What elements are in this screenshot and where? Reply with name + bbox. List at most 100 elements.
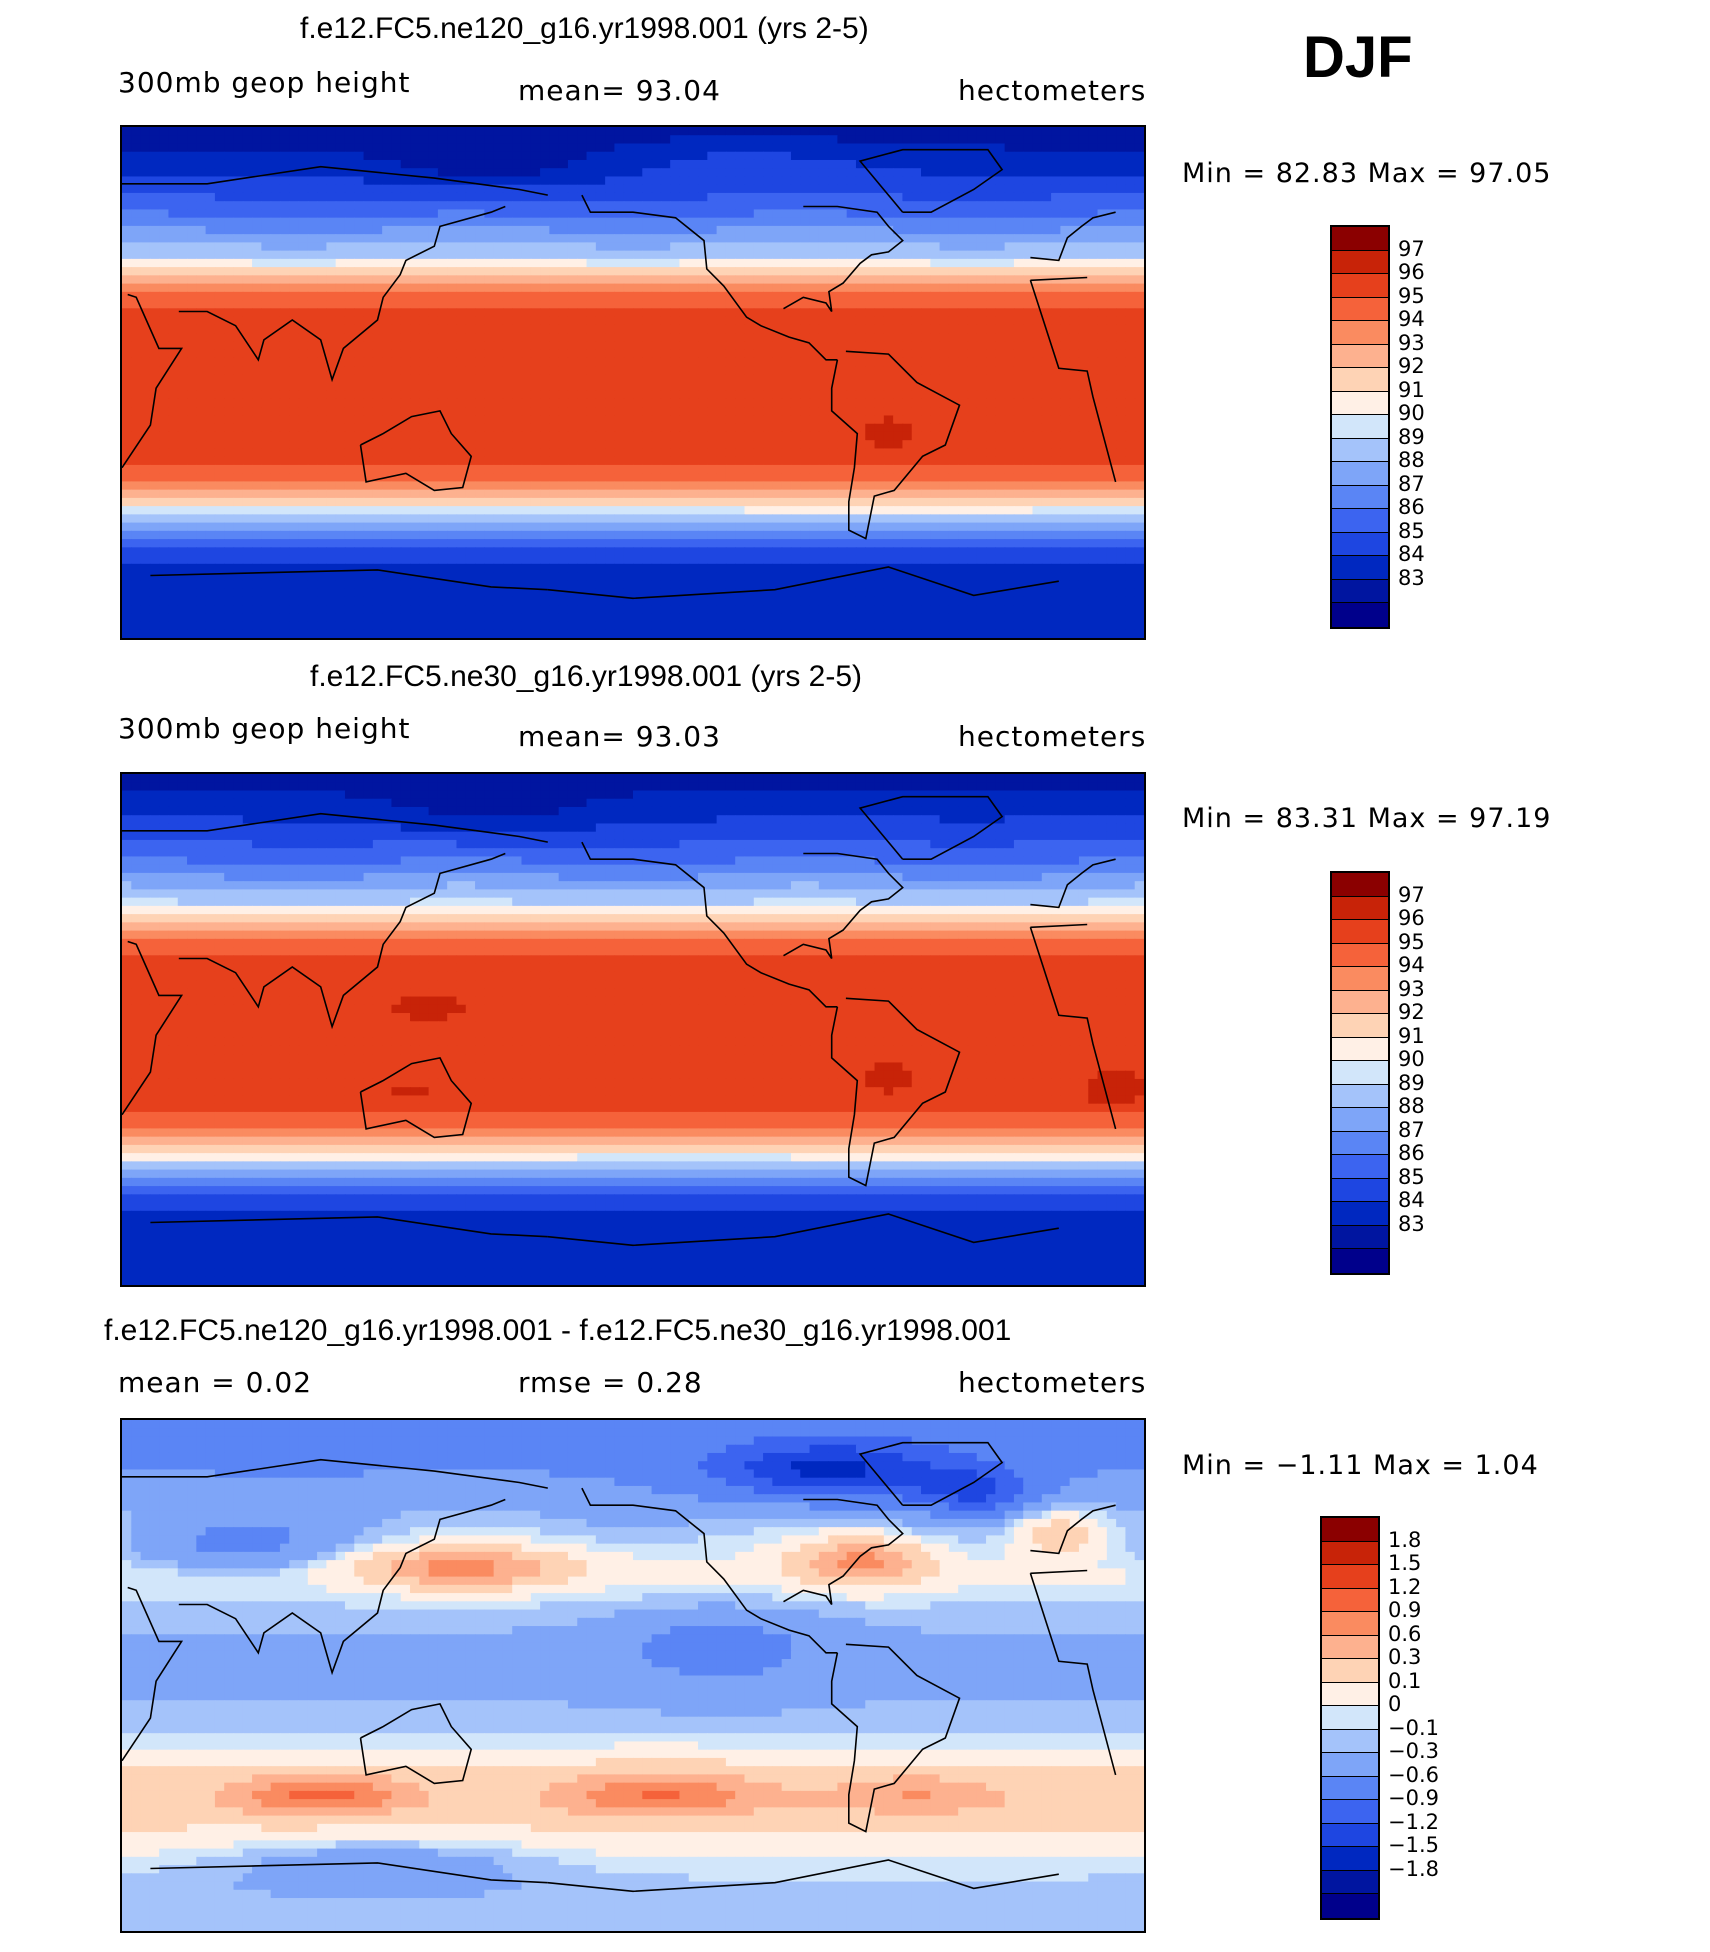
field-cell — [326, 497, 337, 507]
field-cell — [326, 242, 337, 252]
field-cell — [363, 192, 374, 202]
field-cell — [967, 431, 978, 441]
field-cell — [521, 366, 532, 375]
field-cell — [707, 283, 718, 293]
field-cell — [995, 374, 1006, 384]
field-cell — [558, 217, 569, 227]
field-cell — [1041, 201, 1052, 211]
field-cell — [809, 349, 820, 359]
field-cell — [224, 407, 235, 417]
field-cell — [614, 176, 625, 186]
field-cell — [168, 283, 179, 293]
field-cell — [391, 374, 402, 384]
field-cell — [419, 250, 430, 260]
field-cell — [1116, 341, 1127, 351]
field-cell — [400, 316, 411, 326]
field-cell — [902, 127, 913, 136]
field-cell — [744, 366, 755, 375]
field-cell — [1041, 473, 1052, 482]
field-cell — [372, 316, 383, 326]
field-cell — [605, 423, 616, 433]
field-cell — [660, 440, 671, 450]
field-cell — [1125, 275, 1136, 285]
field-cell — [512, 341, 523, 351]
field-cell — [512, 283, 523, 293]
field-cell — [437, 374, 448, 384]
field-cell — [967, 209, 978, 219]
field-cell — [205, 415, 216, 425]
field-cell — [1069, 151, 1080, 161]
field-cell — [707, 258, 718, 268]
field-cell — [484, 176, 495, 186]
field-cell — [289, 201, 300, 211]
field-cell — [549, 209, 560, 219]
field-cell — [233, 489, 244, 499]
field-cell — [372, 225, 383, 235]
field-cell — [772, 357, 783, 367]
field-cell — [800, 357, 811, 367]
field-cell — [1004, 324, 1015, 334]
field-cell — [224, 234, 235, 243]
field-cell — [168, 217, 179, 227]
field-cell — [391, 341, 402, 351]
field-cell — [549, 143, 560, 153]
field-cell — [930, 341, 941, 351]
field-cell — [967, 390, 978, 400]
field-cell — [586, 431, 597, 441]
field-cell — [512, 176, 523, 186]
field-cell — [242, 168, 253, 178]
field-cell — [818, 324, 829, 334]
field-cell — [1060, 267, 1071, 276]
field-cell — [753, 398, 764, 408]
field-cell — [883, 242, 894, 252]
field-cell — [921, 250, 931, 260]
field-cell — [530, 456, 541, 466]
field-cell — [196, 448, 207, 458]
field-cell — [326, 341, 337, 351]
field-cell — [298, 415, 309, 425]
field-cell — [279, 225, 290, 235]
field-cell — [549, 250, 560, 260]
field-cell — [939, 357, 950, 367]
field-cell — [177, 423, 188, 433]
field-cell — [335, 497, 346, 507]
field-cell — [614, 143, 625, 153]
field-cell — [995, 464, 1006, 474]
field-cell — [763, 473, 773, 482]
field-cell — [214, 209, 225, 219]
field-cell — [140, 366, 151, 375]
field-cell — [493, 143, 504, 153]
field-cell — [326, 440, 337, 450]
field-cell — [753, 440, 764, 450]
field-cell — [344, 357, 355, 367]
field-cell — [1023, 258, 1034, 268]
field-cell — [911, 242, 922, 252]
field-cell — [363, 143, 374, 153]
field-cell — [196, 127, 207, 136]
field-cell — [893, 192, 904, 202]
field-cell — [995, 382, 1006, 392]
field-cell — [995, 456, 1006, 466]
field-cell — [670, 159, 681, 169]
field-cell — [865, 159, 876, 169]
field-cell — [475, 456, 485, 466]
field-cell — [976, 415, 987, 425]
field-cell — [354, 209, 365, 219]
field-cell — [781, 357, 792, 367]
field-cell — [1013, 242, 1024, 252]
field-cell — [177, 267, 188, 276]
field-cell — [317, 324, 327, 334]
field-cell — [1041, 291, 1052, 301]
field-cell — [567, 374, 578, 384]
field-cell — [233, 431, 244, 441]
field-cell — [1134, 283, 1144, 293]
field-cell — [828, 209, 838, 219]
field-cell — [688, 127, 699, 136]
field-cell — [549, 176, 560, 186]
field-cell — [1023, 431, 1034, 441]
field-cell — [800, 349, 811, 359]
field-cell — [958, 308, 969, 318]
field-cell — [1041, 176, 1052, 186]
field-cell — [605, 415, 616, 425]
field-cell — [995, 242, 1006, 252]
